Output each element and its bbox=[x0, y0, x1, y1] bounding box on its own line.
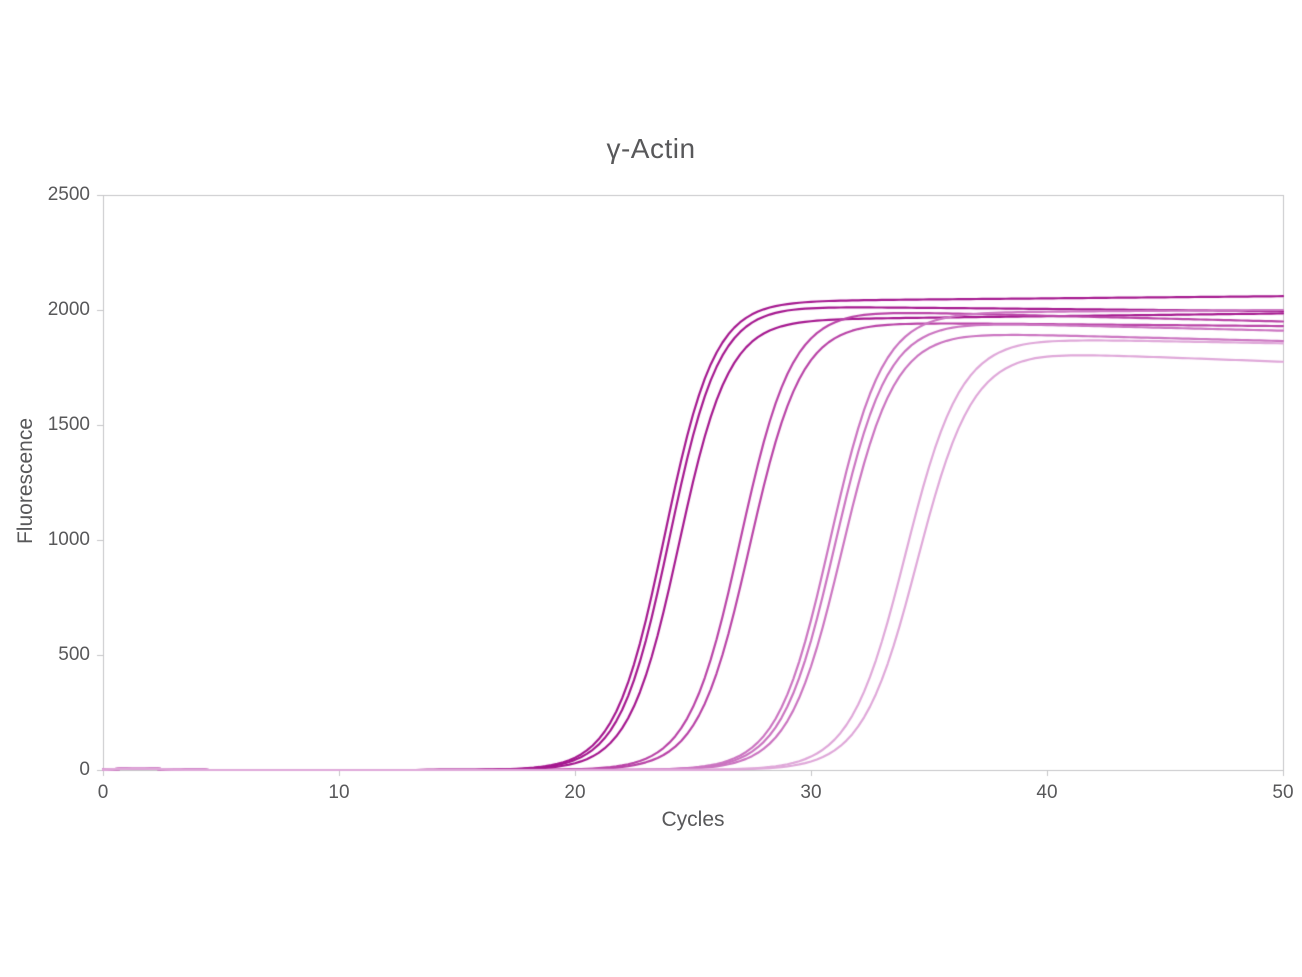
x-tick-label-0: 0 bbox=[97, 782, 109, 803]
y-tick-label-2500: 2500 bbox=[47, 184, 90, 205]
y-tick-label-1000: 1000 bbox=[47, 529, 90, 550]
x-tick-label-20: 20 bbox=[564, 782, 586, 803]
x-tick-label-50: 50 bbox=[1272, 782, 1294, 803]
y-tick-label-500: 500 bbox=[58, 644, 90, 665]
y-tick-label-1500: 1500 bbox=[47, 414, 90, 435]
x-axis-title: Cycles bbox=[661, 808, 725, 831]
chart-title: γ-Actin bbox=[606, 133, 696, 164]
y-axis-title: Fluorescence bbox=[14, 417, 37, 545]
x-tick-label-40: 40 bbox=[1036, 782, 1058, 803]
y-tick-label-0: 0 bbox=[79, 759, 90, 780]
x-tick-label-30: 30 bbox=[800, 782, 822, 803]
y-tick-label-2000: 2000 bbox=[47, 299, 90, 320]
x-tick-label-10: 10 bbox=[328, 782, 350, 803]
